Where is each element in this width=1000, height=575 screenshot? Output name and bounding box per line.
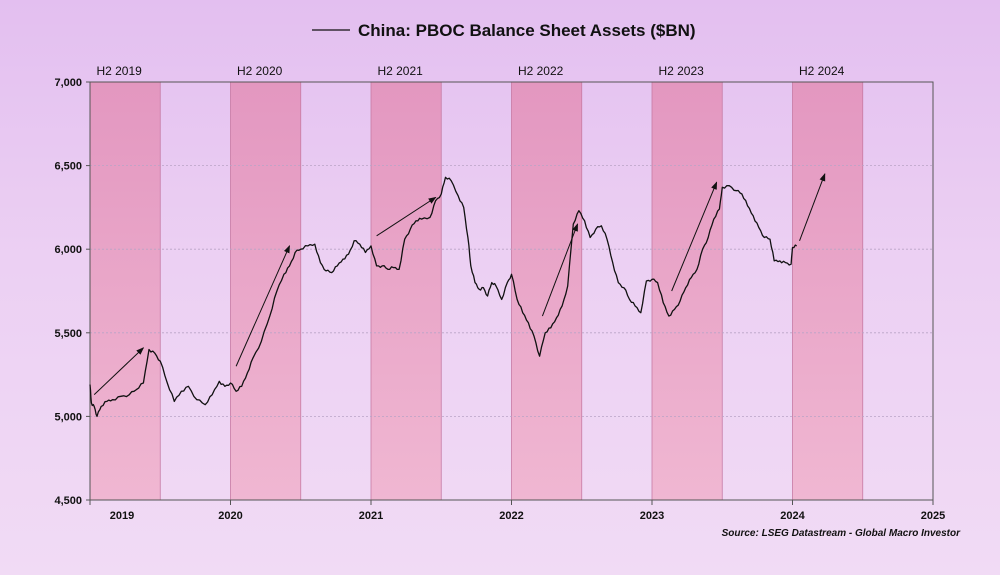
y-tick-label: 5,500 (54, 328, 82, 340)
shaded-period-label: H2 2021 (377, 64, 423, 78)
x-tick-label: 2024 (780, 510, 805, 522)
y-tick-label: 6,500 (54, 161, 82, 173)
shaded-period (370, 81, 442, 501)
shaded-period (89, 81, 161, 501)
shaded-period-label: H2 2024 (799, 64, 845, 78)
trend-arrow (376, 196, 437, 237)
shaded-period (651, 81, 723, 501)
source-note: Source: LSEG Datastream - Global Macro I… (722, 528, 962, 539)
trend-arrow (671, 181, 718, 292)
x-tick-label: 2020 (218, 510, 242, 522)
trend-arrow (541, 223, 579, 317)
x-tick-label: 2021 (359, 510, 383, 522)
trend-arrow (235, 244, 290, 367)
shaded-period-label: H2 2019 (96, 64, 142, 78)
x-tick-label: 2019 (110, 510, 134, 522)
shaded-period-label: H2 2022 (518, 64, 564, 78)
trend-arrow (93, 347, 145, 396)
x-tick-label: 2022 (499, 510, 523, 522)
chart-legend: China: PBOC Balance Sheet Assets ($BN) (312, 21, 696, 40)
x-tick-label: 2025 (921, 510, 945, 522)
shaded-period (230, 81, 302, 501)
shaded-period-label: H2 2020 (237, 64, 283, 78)
shaded-period (511, 81, 583, 501)
shaded-period-label: H2 2023 (658, 64, 704, 78)
y-tick-label: 6,000 (54, 244, 82, 256)
y-tick-label: 7,000 (54, 77, 82, 89)
y-tick-label: 5,000 (54, 411, 82, 423)
series-line (89, 176, 798, 418)
shaded-period (792, 81, 864, 501)
trend-arrow (799, 173, 826, 242)
x-tick-label: 2023 (640, 510, 664, 522)
chart-title: China: PBOC Balance Sheet Assets ($BN) (358, 21, 696, 40)
y-tick-label: 4,500 (54, 495, 82, 507)
